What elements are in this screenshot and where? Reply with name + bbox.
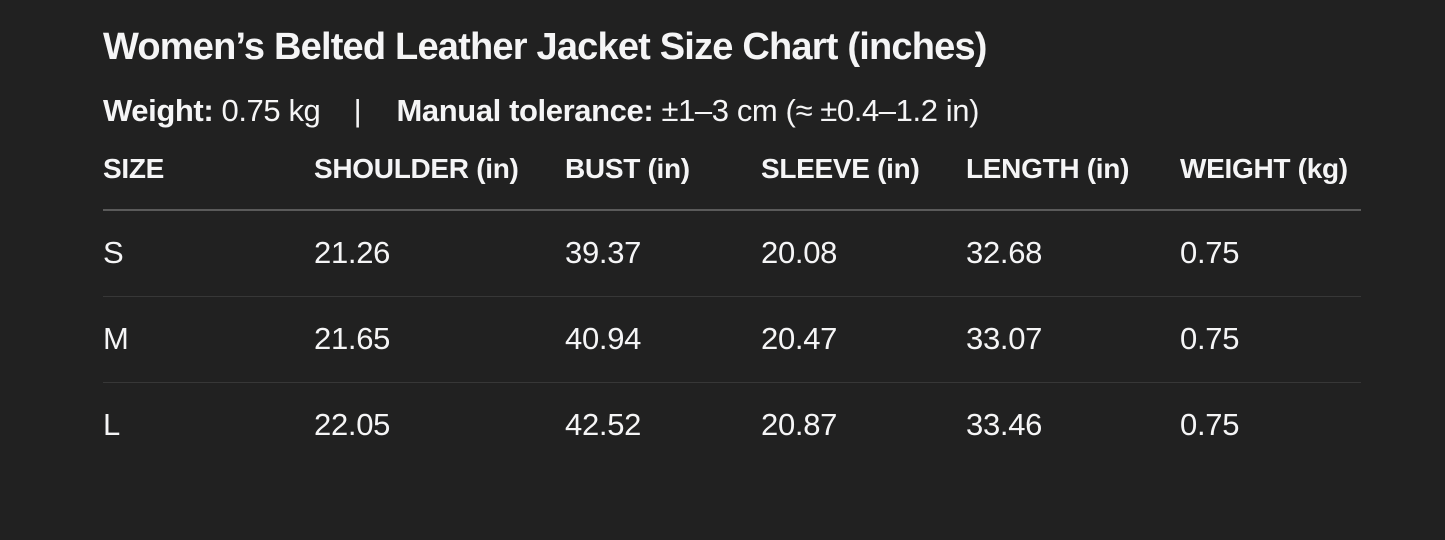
tolerance-label: Manual tolerance: [396, 93, 654, 129]
tolerance-value: ±1–3 cm (≈ ±0.4–1.2 in) [661, 93, 980, 129]
cell-weight: 0.75 [1180, 234, 1240, 270]
cell-length: 32.68 [966, 234, 1043, 270]
column-header-length: LENGTH (in) [966, 152, 1180, 211]
cell-size: L [103, 381, 314, 468]
table-header-row: SIZE SHOULDER (in) BUST (in) SLEEVE (in)… [103, 152, 1361, 211]
cell-shoulder: 22.05 [314, 381, 565, 468]
cell-shoulder: 21.26 [314, 234, 391, 270]
cell-sleeve: 20.08 [761, 234, 838, 270]
cell-bust: 42.52 [565, 381, 761, 468]
table-row-s: S 21.26 39.37 20.08 32.68 0.75 [103, 210, 1361, 297]
cell-length: 33.07 [966, 295, 1180, 383]
cell-weight: 0.75 [1180, 381, 1361, 468]
table-row-l: L 22.05 42.52 20.87 33.46 0.75 [103, 381, 1361, 468]
column-header-weight: WEIGHT (kg) [1180, 152, 1361, 211]
weight-value: 0.75 kg [221, 93, 321, 129]
cell-shoulder: 21.65 [314, 295, 565, 383]
meta-separator: | [353, 93, 362, 129]
cell-sleeve: 20.47 [761, 295, 966, 383]
column-header-size: SIZE [103, 152, 314, 211]
size-chart-table: SIZE SHOULDER (in) BUST (in) SLEEVE (in)… [103, 152, 1361, 468]
cell-bust: 40.94 [565, 295, 761, 383]
page-title: Women’s Belted Leather Jacket Size Chart… [103, 26, 987, 68]
cell-length: 33.46 [966, 381, 1180, 468]
cell-size: M [103, 295, 314, 383]
cell-sleeve: 20.87 [761, 381, 966, 468]
column-header-shoulder: SHOULDER (in) [314, 152, 565, 211]
column-header-sleeve: SLEEVE (in) [761, 152, 966, 211]
table-row-m: M 21.65 40.94 20.47 33.07 0.75 [103, 295, 1361, 383]
cell-size: S [103, 234, 124, 270]
column-header-bust: BUST (in) [565, 152, 761, 211]
chart-meta: Weight: 0.75 kg | Manual tolerance: ±1–3… [103, 91, 1361, 131]
weight-label: Weight: [103, 93, 214, 129]
cell-weight: 0.75 [1180, 295, 1361, 383]
cell-bust: 39.37 [565, 234, 642, 270]
